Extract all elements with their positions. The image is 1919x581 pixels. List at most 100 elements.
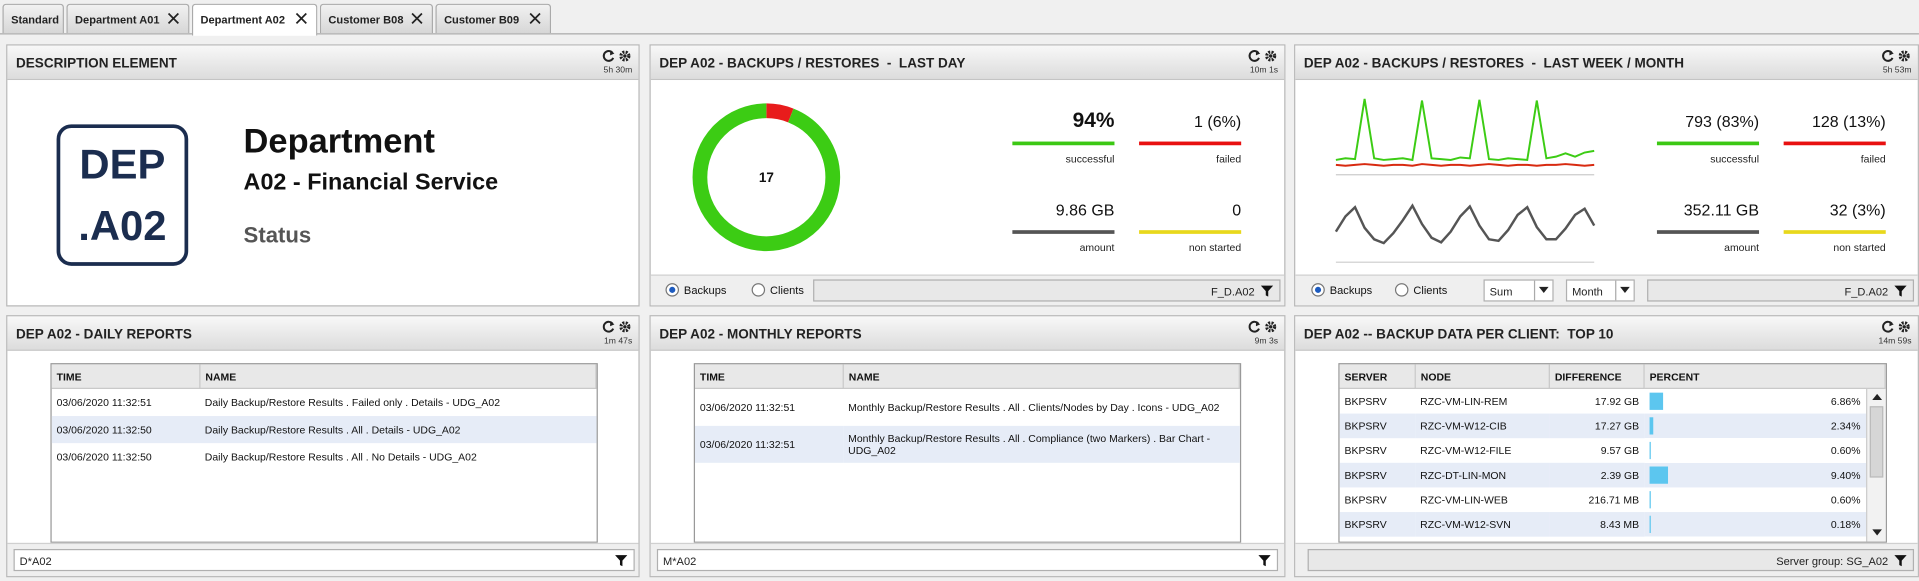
table-row: BKPSRV RZC-VM-W12-CIB 17.27 GB 2.34% (1339, 413, 1886, 439)
tab-label: Customer B09 (444, 13, 520, 26)
header-icons[interactable] (602, 49, 632, 63)
panel-footer: Backups Clients Sum Month F_D.A02 (1295, 274, 1918, 306)
tab[interactable]: Standard (2, 3, 64, 34)
arrow (1872, 529, 1883, 536)
panel-header: DEP A02 - BACKUPS / RESTORES - LAST DAY 1… (650, 45, 1285, 81)
tab[interactable]: Customer B09 (435, 3, 552, 34)
tab-close[interactable] (529, 12, 541, 24)
arrow (1538, 286, 1549, 293)
panel: DESCRIPTION ELEMENT 5h 30m DEP .A02 Departme… (6, 44, 640, 307)
panel-title: DEP A02 - MONTHLY REPORTS (659, 327, 862, 343)
header-icons[interactable] (1247, 320, 1277, 334)
panel-header: DEP A02 -- BACKUP DATA PER CLIENT: TOP 1… (1295, 316, 1918, 351)
close-x (411, 12, 423, 24)
gear-hub (1268, 54, 1273, 58)
table-row: 03/06/2020 11:32:50 Daily Backup/Restore … (52, 443, 596, 470)
stat-bar (1012, 141, 1115, 146)
column-header: TIME (51, 364, 201, 389)
subheading: A02 - Financial Service (243, 169, 499, 196)
tab[interactable]: Customer B08 (319, 3, 433, 34)
gear-icon (1265, 50, 1277, 62)
funnel-shape (1260, 285, 1274, 297)
table: TIME NAME 03/06/2020 11:32:51 Monthly Backu… (695, 364, 1240, 463)
panel-time: 10m 1s (1249, 66, 1279, 76)
cell: 216.71 MB (1588, 493, 1640, 506)
panel-footer: M*A02 (650, 542, 1285, 577)
filter-input[interactable]: F_D.A02 (813, 279, 1281, 302)
percent-bar (1648, 491, 1651, 509)
cell: 03/06/2020 11:32:51 (699, 401, 796, 414)
header-icons[interactable] (1881, 320, 1911, 334)
scroll-down (1872, 529, 1883, 536)
panel-time: 5h 30m (603, 66, 633, 76)
close-x (295, 12, 307, 24)
cell: 9.57 GB (1600, 444, 1640, 457)
funnel-icon (1260, 285, 1274, 297)
stat-value: 32 (3%) (1829, 200, 1886, 220)
filter-input[interactable]: D*A02 (13, 548, 635, 572)
refresh-arrow (1255, 50, 1261, 56)
percent-cell: 6.86% (1644, 388, 1885, 413)
percent-bar (1648, 392, 1664, 410)
header-icons[interactable] (1247, 49, 1277, 63)
stat-value: 128 (13%) (1811, 112, 1886, 131)
scrollbar[interactable] (1866, 388, 1886, 542)
percent-label: 6.86% (1830, 395, 1861, 408)
column-header: NAME (199, 364, 597, 389)
table: SERVER NODE DIFFERENCE PERCENT BKPSRV RZC-VM-… (1339, 364, 1886, 537)
cell: BKPSRV (1339, 462, 1416, 488)
header-icons[interactable] (602, 320, 632, 334)
header-icons[interactable] (1881, 49, 1911, 63)
dropdown[interactable]: Sum (1483, 279, 1554, 302)
gear-hub (623, 54, 627, 58)
cell: 03/06/2020 11:32:50 (51, 416, 200, 444)
percent-label: 2.34% (1830, 419, 1861, 433)
stat-value: 0 (1232, 200, 1242, 220)
cell: RZC-VM-LIN-WEB (1420, 493, 1508, 506)
panel-time: 1m 47s (604, 337, 633, 346)
cell: 03/06/2020 11:32:50 (56, 450, 152, 463)
radio[interactable] (1394, 283, 1409, 297)
funnel-icon (615, 555, 628, 567)
radio[interactable] (751, 283, 766, 297)
panel: DEP A02 - BACKUPS / RESTORES - LAST DAY 1… (649, 44, 1286, 307)
cell: BKPSRV (1344, 493, 1387, 506)
filter-input[interactable]: M*A02 (656, 548, 1279, 572)
trend-line (1335, 98, 1595, 162)
header-row: TIME NAME (695, 364, 1240, 389)
table-box: TIME NAME 03/06/2020 11:32:51 Daily Backup/… (50, 363, 598, 543)
cell: BKPSRV (1339, 413, 1416, 439)
dropdown[interactable]: Month (1565, 279, 1635, 302)
donut-segment (692, 103, 841, 252)
radio[interactable] (1311, 283, 1325, 297)
trend-line (1335, 163, 1595, 167)
percent-wrap: 2.34% (1648, 417, 1861, 435)
cell: Daily Backup/Restore Results . Failed on… (204, 396, 501, 409)
tab-close[interactable] (167, 12, 179, 24)
header-row: TIME NAME (51, 364, 597, 389)
stat-label: non started (1188, 241, 1242, 254)
tab-close[interactable] (295, 12, 307, 24)
funnel-icon (1258, 555, 1271, 567)
logo-box (56, 124, 189, 266)
tab-close[interactable] (411, 12, 423, 24)
percent-bar (1648, 466, 1669, 484)
tab[interactable]: Department A02 (191, 3, 318, 36)
filter-input[interactable]: Server group: SG_A02 (1307, 548, 1915, 572)
radio-label: Clients (770, 284, 804, 297)
filter-text: Server group: SG_A02 (1776, 555, 1889, 568)
funnel-shape (1894, 285, 1907, 297)
cell: RZC-VM-LIN-REM (1420, 395, 1508, 408)
percent-wrap: 6.86% (1648, 392, 1861, 410)
radio[interactable] (665, 283, 680, 297)
gear-hub (623, 325, 627, 329)
percent-wrap: 9.40% (1648, 466, 1861, 484)
tab[interactable]: Department A01 (66, 3, 190, 34)
gear-icon (1265, 321, 1277, 333)
panel: DEP A02 - DAILY REPORTS 1m 47s TIME NAME 03/… (6, 315, 640, 578)
percent-bar (1648, 417, 1654, 435)
stat-bar (1139, 141, 1242, 146)
filter-input[interactable]: F_D.A02 (1647, 279, 1915, 302)
